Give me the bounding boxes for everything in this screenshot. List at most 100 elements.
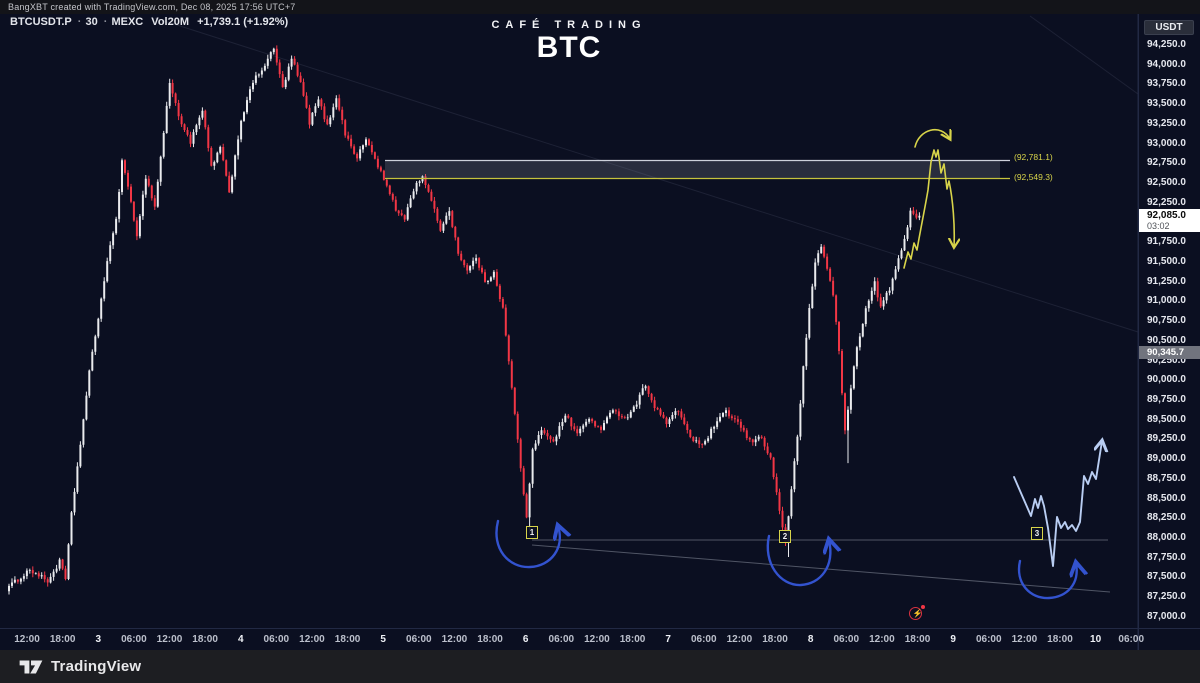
price-tick-label: 91,750.0 <box>1147 236 1186 248</box>
price-tick-label: 88,500.0 <box>1147 492 1186 504</box>
time-axis-day-label: 9 <box>950 634 956 645</box>
currency-toggle-button[interactable]: USDT <box>1144 20 1194 35</box>
market-event-icon[interactable]: ⚡ <box>908 605 925 622</box>
time-axis-label: 06:00 <box>406 634 432 645</box>
tradingview-logo[interactable]: TradingView <box>18 658 141 676</box>
time-axis-label: 06:00 <box>548 634 575 645</box>
time-axis-day-label: 4 <box>237 634 244 645</box>
legend-change: +1,739.1 (+1.92%) <box>197 16 289 28</box>
price-tick-label: 89,000.0 <box>1147 453 1186 465</box>
yellow-arc-arrow[interactable] <box>914 130 950 148</box>
blue-arc-low-2[interactable] <box>766 534 831 587</box>
time-axis-day-label: 7 <box>665 634 671 645</box>
price-tick-label: 92,500.0 <box>1147 177 1186 189</box>
price-tick-label: 90,500.0 <box>1147 334 1186 346</box>
legend-separator-2: · <box>103 16 108 28</box>
marker-low-2[interactable]: 2 <box>779 530 791 543</box>
symbol-legend: BTCUSDT.P · 30 · MEXC Vol20M +1,739.1 (+1.… <box>10 16 293 32</box>
event-ring-icon <box>909 607 922 620</box>
price-tick-label: 89,750.0 <box>1147 393 1186 405</box>
time-axis-label: 18:00 <box>334 634 361 645</box>
time-axis-label: 18:00 <box>762 634 788 645</box>
time-axis-label: 12:00 <box>1011 634 1038 645</box>
time-axis-label: 06:00 <box>1118 634 1145 645</box>
footer-bar: TradingView <box>0 650 1200 683</box>
time-axis-label: 06:00 <box>690 634 717 645</box>
current-price-value: 92,085.0 <box>1147 209 1186 221</box>
price-tick-label: 93,250.0 <box>1147 117 1186 129</box>
price-tick-label: 88,250.0 <box>1147 512 1186 524</box>
time-axis-label: 18:00 <box>619 634 646 645</box>
legend-volume: Vol20M <box>151 16 189 28</box>
time-axis-label: 12:00 <box>14 634 40 645</box>
time-axis-label: 18:00 <box>49 634 76 645</box>
price-tick-label: 88,000.0 <box>1147 532 1186 544</box>
price-tick-label: 91,000.0 <box>1147 295 1186 307</box>
price-axis[interactable]: USDT 94,250.0 94,000.0 93,750.0 93,500.0 93,… <box>1138 14 1200 650</box>
yellow-rejection-arrow[interactable] <box>903 149 954 269</box>
resistance-zone-fill[interactable] <box>385 160 1000 179</box>
time-axis-label: 06:00 <box>975 634 1002 645</box>
level-label-lower[interactable]: (92,549.3) <box>1014 172 1053 182</box>
bar-countdown: 03:02 <box>1147 220 1170 231</box>
faint-trendline-short[interactable] <box>1029 15 1139 95</box>
time-axis-label: 06:00 <box>263 634 290 645</box>
time-axis-day-label: 3 <box>95 634 102 645</box>
lightning-bolt-icon: ⚡ <box>912 609 923 618</box>
descending-lows-trendline[interactable] <box>531 544 1111 593</box>
price-tick-label: 88,750.0 <box>1147 472 1186 484</box>
time-axis-label: 18:00 <box>1047 634 1073 645</box>
price-tick-label: 91,500.0 <box>1147 255 1186 267</box>
time-axis-day-label: 8 <box>807 634 814 645</box>
tradingview-logo-text: TradingView <box>51 658 142 675</box>
price-tick-label: 87,250.0 <box>1147 591 1186 603</box>
time-axis-label: 06:00 <box>121 634 147 645</box>
price-tick-label: 93,750.0 <box>1147 78 1186 90</box>
price-tick-label: 94,000.0 <box>1147 58 1186 70</box>
price-tick-label: 91,250.0 <box>1147 275 1186 287</box>
time-axis-label: 12:00 <box>869 634 895 645</box>
legend-separator-1: · <box>77 16 82 28</box>
time-axis[interactable]: 12:00 18:00 3 06:00 12:00 18:00 4 06:00 12:00 18:… <box>0 628 1200 650</box>
time-axis-label: 12:00 <box>584 634 610 645</box>
time-axis-label: 12:00 <box>726 634 753 645</box>
time-axis-label: 12:00 <box>441 634 468 645</box>
price-tick-label: 87,000.0 <box>1147 610 1186 622</box>
legend-exchange[interactable]: MEXC <box>111 16 144 28</box>
time-axis-label: 06:00 <box>833 634 860 645</box>
marker-low-3[interactable]: 3 <box>1031 527 1043 540</box>
level-label-upper[interactable]: (92,781.1) <box>1014 152 1053 162</box>
price-tick-label: 93,500.0 <box>1147 98 1186 110</box>
price-tick-label: 87,500.0 <box>1147 571 1186 583</box>
price-tick-label: 90,750.0 <box>1147 315 1186 327</box>
price-tick-label: 90,000.0 <box>1147 374 1186 386</box>
faint-trendline-long[interactable] <box>154 17 1139 333</box>
price-tick-label: 92,250.0 <box>1147 196 1186 208</box>
legend-symbol[interactable]: BTCUSDT.P <box>10 16 72 28</box>
price-tick-label: 89,250.0 <box>1147 433 1186 445</box>
marker-low-1[interactable]: 1 <box>526 526 538 539</box>
price-tick-label: 89,500.0 <box>1147 413 1186 425</box>
time-axis-day-label: 6 <box>522 634 529 645</box>
time-axis-label: 18:00 <box>192 634 218 645</box>
event-dot-icon <box>921 605 925 609</box>
price-tick-label: 94,250.0 <box>1147 39 1186 50</box>
price-tick-label: 93,000.0 <box>1147 137 1186 149</box>
time-axis-day-label: 5 <box>380 634 386 645</box>
blue-arc-low-1[interactable] <box>495 519 559 569</box>
tradingview-logo-icon <box>19 660 43 673</box>
time-axis-label: 12:00 <box>299 634 325 645</box>
price-tick-label: 87,750.0 <box>1147 551 1186 563</box>
legend-interval[interactable]: 30 <box>85 16 98 28</box>
time-axis-label: 12:00 <box>156 634 183 645</box>
blue-arc-low-3[interactable] <box>1017 561 1077 600</box>
secondary-price-badge: 90,345.7 <box>1139 346 1200 360</box>
price-tick-label: 92,750.0 <box>1147 157 1186 169</box>
blue-projection-path[interactable] <box>1013 441 1102 567</box>
time-axis-label: 18:00 <box>477 634 503 645</box>
attribution-bar: BangXBT created with TradingView.com, De… <box>0 0 1200 14</box>
time-axis-label: 18:00 <box>904 634 931 645</box>
price-tick-label: 90,250.0 <box>1147 354 1186 366</box>
